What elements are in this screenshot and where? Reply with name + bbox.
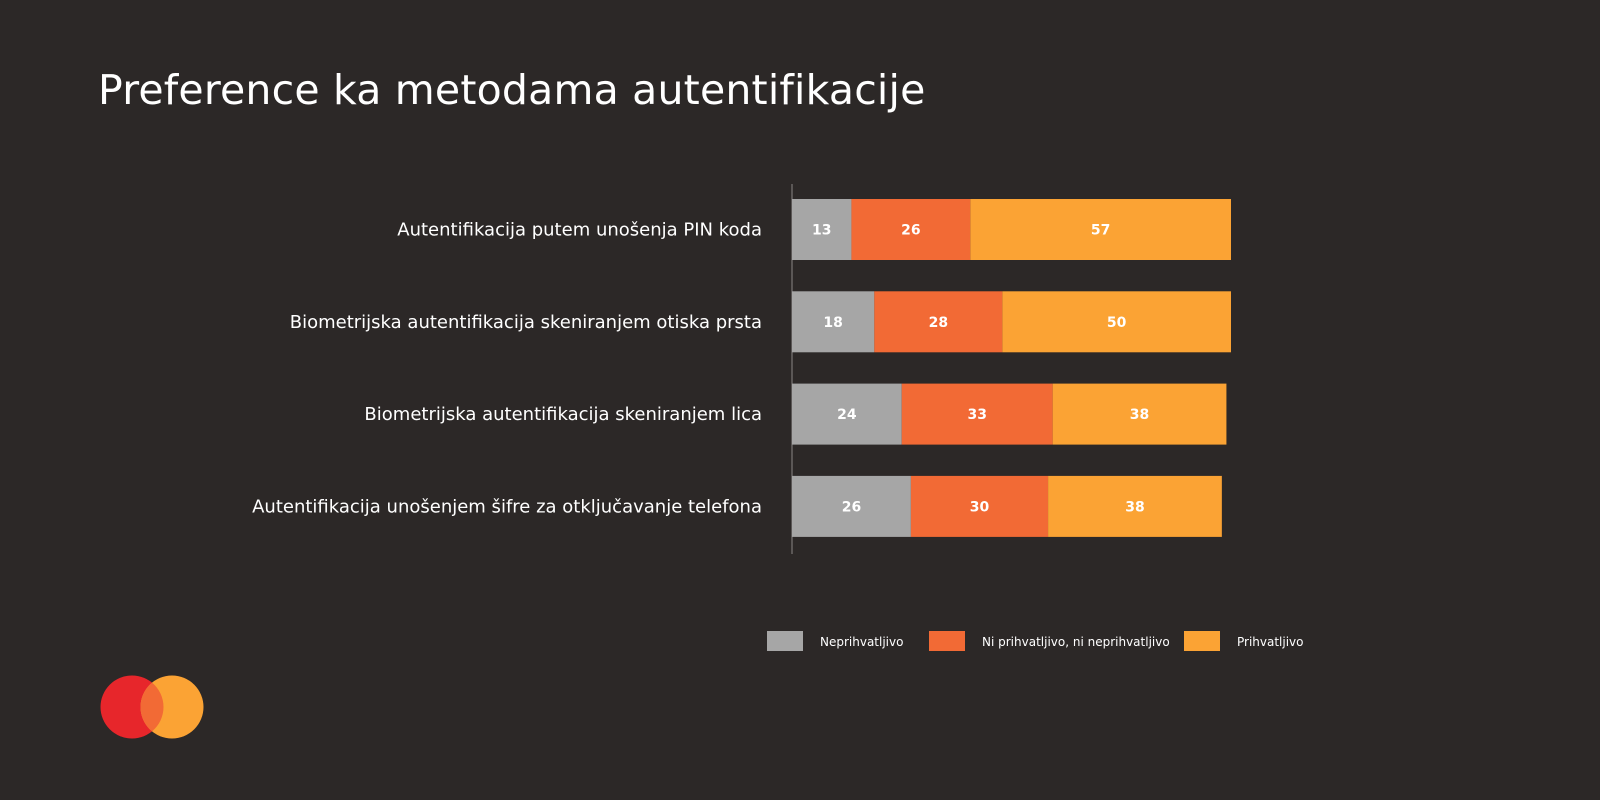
data-label: 38 — [1130, 407, 1149, 423]
legend-label: Neprihvatljivo — [820, 635, 903, 649]
data-label: 18 — [823, 315, 842, 331]
category-label: Biometrijska autentifikacija skeniranjem… — [290, 312, 762, 333]
legend-label: Prihvatljivo — [1237, 635, 1304, 649]
data-label: 13 — [812, 223, 831, 239]
legend-swatch — [767, 631, 803, 651]
category-label: Autentifikacija putem unošenja PIN koda — [397, 220, 762, 241]
data-label: 30 — [970, 499, 990, 515]
bar-segment — [792, 383, 902, 445]
bar-segment — [910, 475, 1049, 537]
data-label: 57 — [1091, 223, 1110, 239]
data-label: 26 — [842, 499, 861, 515]
legend-swatch — [1184, 631, 1220, 651]
bar-segment — [792, 475, 911, 537]
bar-segment — [792, 291, 875, 353]
legend-swatch — [929, 631, 965, 651]
bar-segment — [1048, 475, 1222, 537]
chart-title: Preference ka metodama autentifikacije — [98, 66, 926, 114]
data-label: 33 — [967, 407, 986, 423]
bar-segment — [970, 199, 1231, 260]
mastercard-logo — [100, 675, 204, 739]
bar-segment — [1002, 291, 1231, 353]
data-label: 50 — [1107, 315, 1127, 331]
legend-label: Ni prihvatljivo, ni neprihvatljivo — [982, 635, 1170, 649]
bar-segment — [1052, 383, 1227, 445]
category-label: Autentifikacija unošenjem šifre za otklj… — [252, 496, 762, 517]
category-label: Biometrijska autentifikacija skeniranjem… — [364, 404, 762, 425]
data-label: 38 — [1125, 499, 1144, 515]
bar-segment — [874, 291, 1003, 353]
bar-segment — [901, 383, 1053, 445]
data-label: 28 — [929, 315, 948, 331]
bar-segment — [792, 199, 852, 260]
bar-segment — [851, 199, 971, 260]
logo-overlap — [140, 682, 164, 732]
data-label: 26 — [901, 223, 920, 239]
data-label: 24 — [837, 407, 857, 423]
